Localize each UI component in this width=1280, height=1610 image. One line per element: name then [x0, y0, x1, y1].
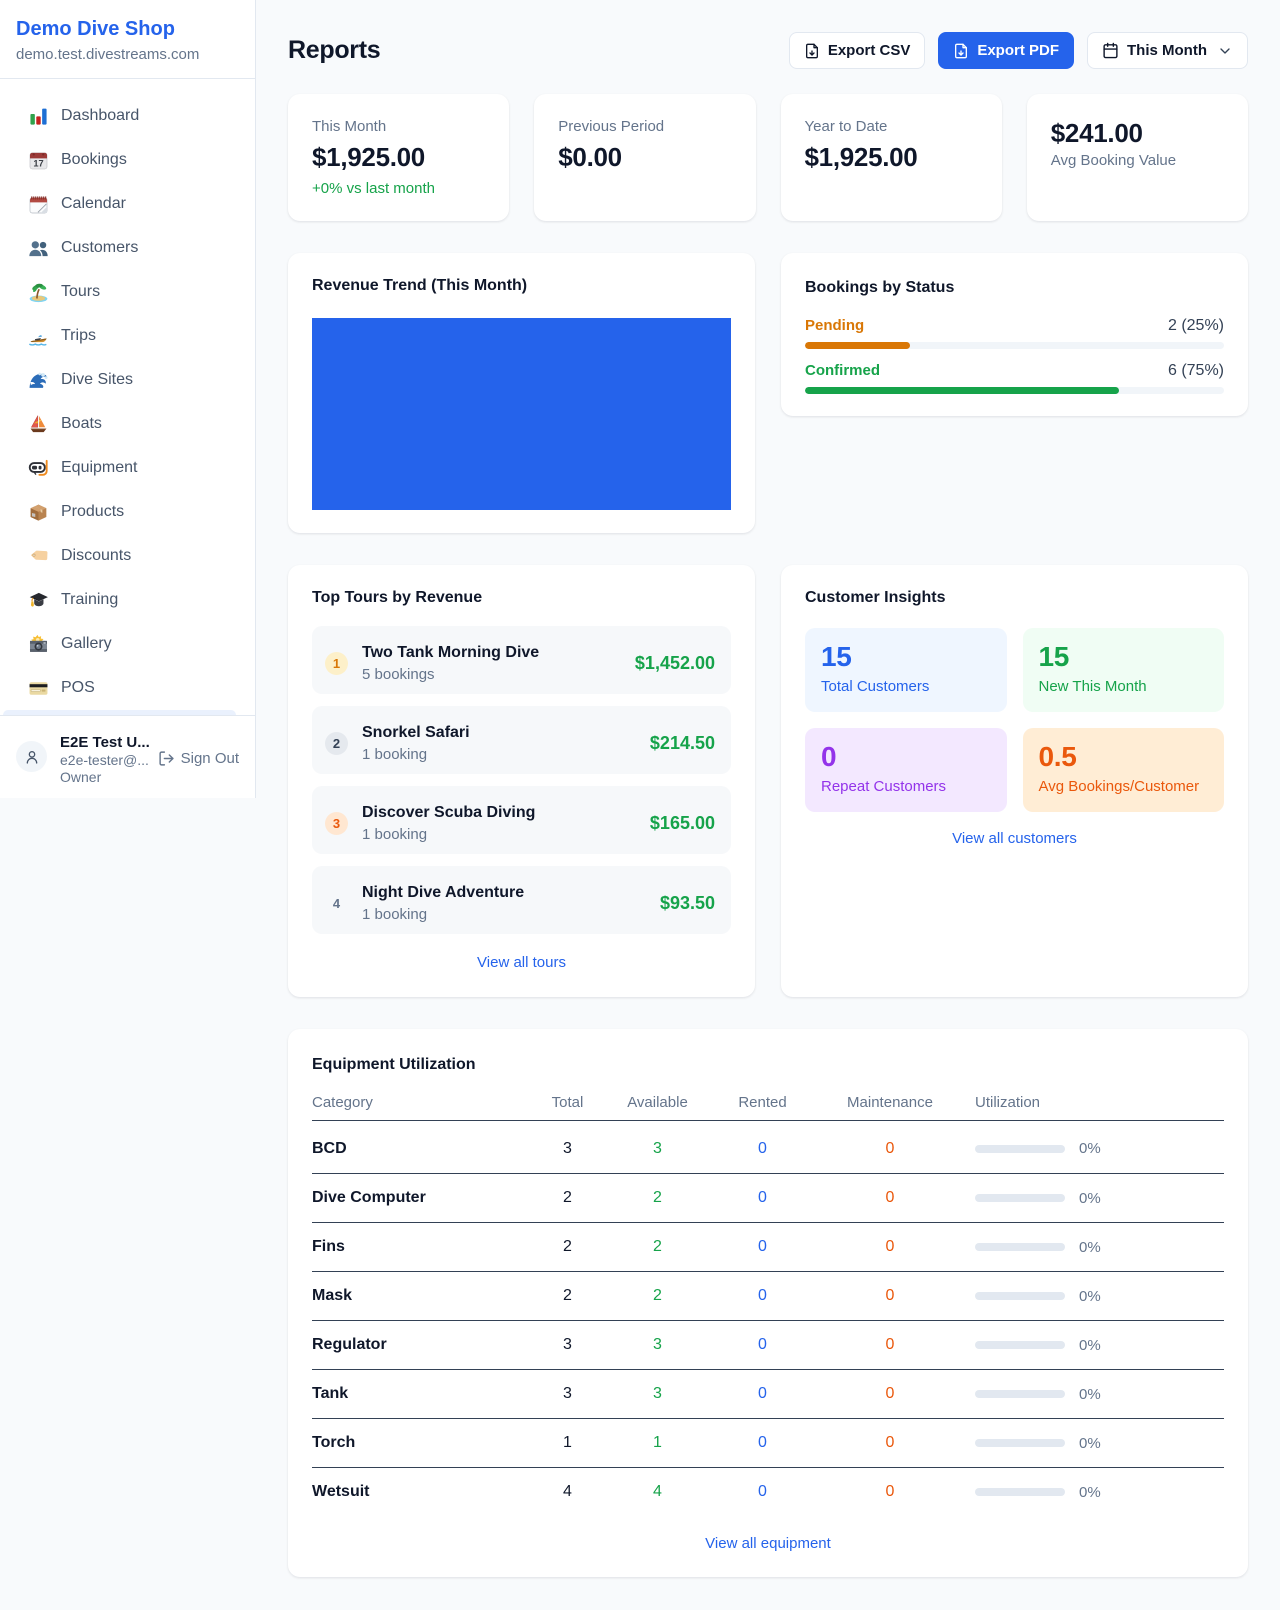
svg-text:17: 17: [33, 158, 43, 168]
